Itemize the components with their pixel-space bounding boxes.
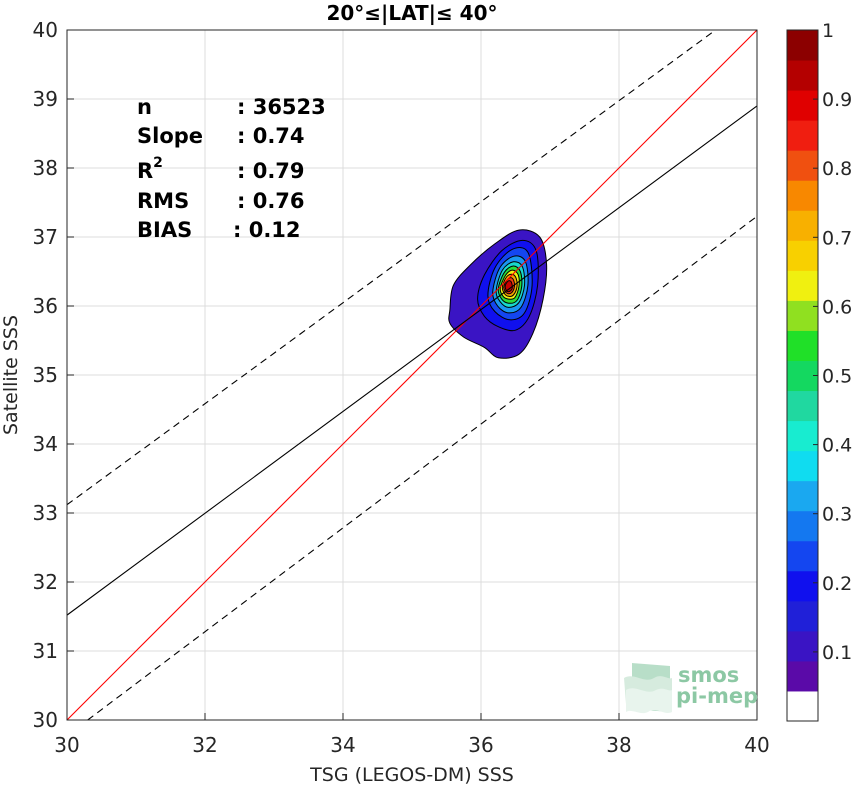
- y-tick-label: 32: [33, 570, 58, 594]
- colorbar-segment: [787, 420, 818, 452]
- x-tick-label: 34: [330, 733, 355, 757]
- stat-r2-value: : 0.79: [237, 159, 305, 183]
- colorbar-segment: [787, 630, 818, 662]
- colorbar-tick-label: 0.5: [822, 366, 852, 388]
- stat-r2-sup: 2: [153, 155, 163, 171]
- y-tick-label: 33: [33, 501, 58, 525]
- upper-bound-line: [67, 30, 716, 506]
- colorbar-tick-label: 0.1: [822, 642, 852, 664]
- colorbar-segment: [787, 360, 818, 392]
- colorbar-ticks: 0.1 0.2 0.3 0.4 0.5 0.6 0.7 0.8 0.9 1: [813, 20, 852, 664]
- colorbar-segment: [787, 330, 818, 361]
- x-tick-label: 40: [744, 733, 769, 757]
- colorbar-segment: [787, 210, 818, 241]
- y-tick-label: 40: [33, 18, 58, 42]
- regression-line: [67, 105, 757, 616]
- stat-bias-label: BIAS: [137, 218, 192, 242]
- y-tick-label: 31: [33, 639, 58, 663]
- colorbar-tick-label: 1: [822, 20, 834, 42]
- logo-text-pimep: pi-mep: [676, 684, 758, 708]
- stat-slope-value: : 0.74: [237, 124, 305, 148]
- x-tick-label: 36: [468, 733, 493, 757]
- stat-slope-label: Slope: [137, 124, 203, 148]
- y-axis-ticks: 30 31 32 33 34 35 36 37 38 39 40: [33, 18, 74, 732]
- colorbar-segment: [787, 510, 818, 542]
- colorbar-segment: [787, 90, 818, 121]
- colorbar-segment: [787, 180, 818, 211]
- colorbar-tick-label: 0.2: [822, 573, 852, 595]
- colorbar-segment: [787, 570, 818, 602]
- colorbar-segment: [787, 300, 818, 331]
- colorbar-segment: [787, 120, 818, 151]
- colorbar-segment: [787, 660, 818, 692]
- logo-mark-icon: [624, 663, 672, 714]
- lower-bound-line: [87, 215, 757, 720]
- y-tick-label: 38: [33, 156, 58, 180]
- chart-title: 20°≤|LAT|≤ 40°: [326, 1, 497, 25]
- x-tick-label: 32: [192, 733, 217, 757]
- colorbar-tick-label: 0.7: [822, 227, 852, 249]
- colorbar-tick-label: 0.6: [822, 296, 852, 318]
- stat-bias-value: : 0.12: [233, 218, 301, 242]
- colorbar-segment: [787, 270, 818, 301]
- colorbar-segment: [787, 60, 818, 91]
- colorbar-segment: [787, 30, 818, 61]
- stat-r2-letter: R: [137, 159, 153, 183]
- identity-line: [67, 30, 757, 720]
- smos-pimep-logo: smos pi-mep: [624, 663, 758, 714]
- stat-r2-label: R2: [137, 155, 163, 183]
- y-tick-label: 39: [33, 87, 58, 111]
- contour-level: [504, 280, 513, 293]
- stat-n-label: n: [137, 95, 152, 119]
- colorbar-tick-label: 0.9: [822, 89, 852, 111]
- colorbar-segment: [787, 540, 818, 572]
- logo-text-smos: smos: [678, 663, 739, 687]
- colorbar-tick-label: 0.3: [822, 504, 852, 526]
- colorbar-segment: [787, 690, 818, 722]
- colorbar-segment: [787, 240, 818, 271]
- stat-rms-value: : 0.76: [237, 189, 305, 213]
- colorbar: [787, 30, 818, 722]
- y-tick-label: 36: [33, 294, 58, 318]
- colorbar-segment: [787, 150, 818, 181]
- y-tick-label: 37: [33, 225, 58, 249]
- x-tick-label: 38: [606, 733, 631, 757]
- colorbar-tick-label: 0.4: [822, 435, 852, 457]
- y-tick-label: 35: [33, 363, 58, 387]
- colorbar-tick-label: 0.8: [822, 158, 852, 180]
- colorbar-segment: [787, 450, 818, 482]
- y-tick-label: 34: [33, 432, 58, 456]
- y-tick-label: 30: [33, 708, 58, 732]
- x-axis-label: TSG (LEGOS-DM) SSS: [309, 764, 514, 786]
- x-axis-ticks: 30 32 34 36 38 40: [54, 713, 770, 757]
- colorbar-segment: [787, 480, 818, 512]
- x-tick-label: 30: [54, 733, 79, 757]
- fit-lines: [67, 30, 757, 720]
- y-axis-label: Satellite SSS: [0, 315, 22, 435]
- stat-rms-label: RMS: [137, 189, 189, 213]
- stats-box: n : 36523 Slope : 0.74 R2 : 0.79 RMS : 0…: [137, 95, 326, 242]
- colorbar-segment: [787, 600, 818, 632]
- colorbar-segment: [787, 390, 818, 422]
- stat-n-value: : 36523: [237, 95, 326, 119]
